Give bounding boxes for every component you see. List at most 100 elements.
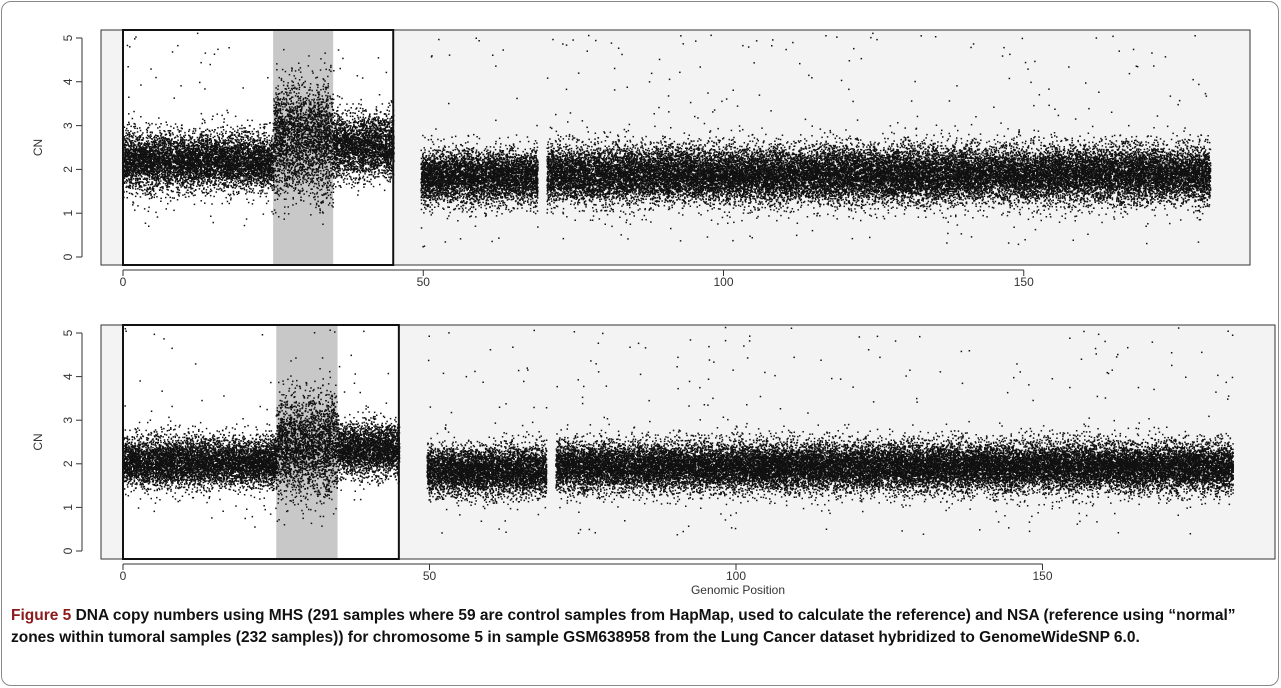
data-point xyxy=(159,178,161,180)
data-point xyxy=(125,135,127,137)
data-point xyxy=(156,137,158,139)
data-point xyxy=(212,116,214,118)
data-point xyxy=(209,142,211,144)
data-point xyxy=(185,135,187,137)
data-point xyxy=(246,218,248,220)
data-point xyxy=(260,192,262,194)
data-point xyxy=(129,123,131,125)
data-point xyxy=(210,134,212,136)
data-point xyxy=(222,203,224,205)
data-point xyxy=(175,123,177,125)
data-point xyxy=(192,151,194,153)
data-point xyxy=(259,124,261,126)
data-point xyxy=(262,189,264,191)
data-point xyxy=(129,132,131,134)
data-point xyxy=(154,194,156,196)
data-point xyxy=(253,200,255,202)
data-point xyxy=(204,179,206,181)
data-point xyxy=(127,45,129,47)
data-point xyxy=(259,190,261,192)
data-point xyxy=(151,189,153,191)
data-point xyxy=(167,189,169,191)
data-point xyxy=(244,183,246,185)
data-point xyxy=(204,202,206,204)
data-point xyxy=(133,134,135,136)
data-point xyxy=(145,223,147,225)
data-point xyxy=(140,84,142,86)
data-point xyxy=(241,125,243,127)
data-point xyxy=(201,190,203,192)
data-point xyxy=(133,111,135,113)
data-point xyxy=(205,130,207,132)
data-point xyxy=(125,130,127,132)
data-point xyxy=(172,184,174,186)
data-point xyxy=(154,197,156,199)
data-point xyxy=(204,120,206,122)
data-point xyxy=(130,131,132,133)
data-point xyxy=(251,184,253,186)
data-point xyxy=(262,133,264,135)
data-point xyxy=(205,141,207,143)
data-point xyxy=(148,140,150,142)
data-point xyxy=(155,77,157,79)
data-point xyxy=(158,117,160,119)
data-point xyxy=(209,143,211,145)
data-point xyxy=(175,180,177,182)
data-point xyxy=(225,133,227,135)
data-point xyxy=(198,170,200,172)
data-point xyxy=(155,193,157,195)
data-point xyxy=(238,183,240,185)
data-point xyxy=(196,186,198,188)
data-point xyxy=(227,125,229,127)
data-point xyxy=(182,194,184,196)
data-point xyxy=(135,188,137,190)
data-point xyxy=(162,192,164,194)
data-point xyxy=(257,130,259,132)
data-point xyxy=(268,183,270,185)
data-point xyxy=(236,137,238,139)
data-point xyxy=(187,192,189,194)
data-point xyxy=(265,185,267,187)
data-point xyxy=(177,129,179,131)
data-point xyxy=(132,118,134,120)
data-point xyxy=(221,176,223,178)
data-point xyxy=(129,46,131,48)
data-point xyxy=(273,123,275,125)
data-point xyxy=(165,183,167,185)
data-point xyxy=(266,196,268,198)
data-point xyxy=(159,174,161,176)
data-point xyxy=(243,187,245,189)
data-point xyxy=(257,139,259,141)
data-point xyxy=(243,171,245,173)
data-point xyxy=(137,205,139,207)
data-point xyxy=(246,191,248,193)
data-point xyxy=(172,183,174,185)
data-point xyxy=(132,185,134,187)
data-point xyxy=(244,225,246,227)
data-point xyxy=(169,186,171,188)
data-point xyxy=(207,186,209,188)
data-point xyxy=(194,194,196,196)
data-point xyxy=(273,213,275,215)
data-point xyxy=(170,126,172,128)
data-point xyxy=(256,131,257,133)
data-point xyxy=(133,178,135,180)
data-point xyxy=(153,190,155,192)
data-point xyxy=(238,193,240,195)
data-point xyxy=(239,128,241,130)
data-point xyxy=(218,185,220,187)
data-point xyxy=(210,189,212,191)
data-point xyxy=(203,181,205,183)
data-point xyxy=(217,135,219,137)
data-point xyxy=(268,200,270,202)
data-point xyxy=(140,130,142,132)
data-point xyxy=(198,173,200,175)
data-point xyxy=(135,180,137,182)
data-point xyxy=(184,194,186,196)
data-point xyxy=(271,137,273,139)
data-point xyxy=(201,137,203,139)
data-point xyxy=(235,136,237,138)
